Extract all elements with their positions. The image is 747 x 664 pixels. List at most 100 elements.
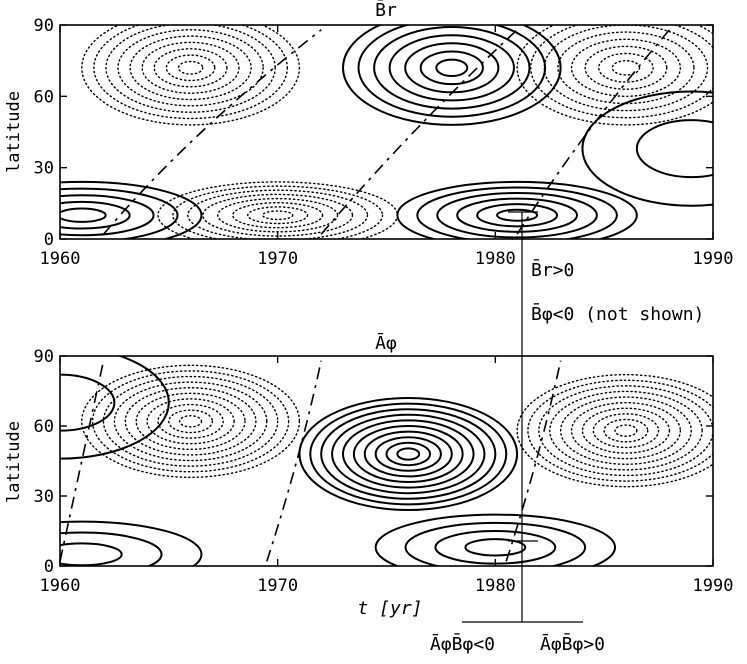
aphi-contour-negative-0-4	[146, 398, 235, 445]
br-contour-negative-3-6	[117, 29, 264, 107]
br-contour-positive-2-2	[476, 203, 558, 228]
br-contour-negative-3-4	[141, 41, 240, 94]
aphi-zero-contour-2	[60, 360, 105, 562]
br-contour-negative-1-3	[232, 202, 324, 229]
aphi-contour-negative-2-3	[592, 413, 660, 449]
br-contour-positive-4-1	[435, 58, 469, 78]
br-x-tick-label: 1980	[475, 249, 516, 269]
br-contour-positive-2-5	[416, 186, 618, 239]
aphi-contour-negative-2-7	[549, 390, 703, 471]
aphi-panel-title: Āφ	[375, 332, 397, 354]
br-panel-title: B̄r	[375, 0, 397, 21]
br-contour-negative-3-8	[93, 25, 288, 120]
aphi-plot-frame	[59, 355, 714, 567]
aphi-contour-negative-0-8	[102, 375, 279, 467]
aphi-y-tick-label: 0	[44, 557, 54, 577]
br-contour-negative-1-2	[247, 206, 309, 225]
br-contour-positive-4-6	[357, 25, 547, 118]
br-x-tick-label: 1990	[693, 249, 734, 269]
br-contour-negative-5-3	[584, 45, 668, 90]
br-zero-contour-0	[102, 29, 322, 235]
br-contour-negative-5-4	[570, 38, 682, 98]
br-contour-positive-0-3	[60, 194, 155, 237]
aphi-axis-ticks: 1960 1970 1980 1990 0 30 60 90	[34, 347, 734, 596]
br-contour-negative-3-2	[165, 54, 216, 82]
br-contour-negative-1-7	[172, 185, 384, 239]
br-contour-negative-3-5	[129, 35, 252, 101]
br-contour-positive-0-4	[60, 187, 179, 239]
br-contour-panel: B̄r latitude 1960 1970 1980 1990 0 30 60 90	[4, 0, 734, 269]
aphi-contour-positive-1-3	[374, 436, 442, 472]
time-axis-label: t [yr]	[357, 598, 422, 619]
aphi-contour-positive-1-7	[331, 413, 486, 495]
br-contour-positive-0-5	[60, 180, 203, 239]
aphi-contour-positive-1-10	[298, 397, 519, 511]
aphi-contour-positive-1-9	[309, 402, 508, 506]
aphi-x-tick-label: 1980	[475, 576, 516, 596]
br-contour-positive-2-4	[436, 192, 598, 239]
aphi-contour-negative-2-10	[516, 373, 713, 488]
product-negative-label: ĀφB̄φ<0	[430, 633, 495, 655]
br-contour-negative-3-7	[105, 25, 276, 113]
br-contour-negative-3-1	[177, 60, 204, 75]
aphi-x-tick-label: 1970	[257, 576, 298, 596]
br-y-tick-label: 0	[44, 230, 54, 250]
br-sign-label: B̄r>0	[531, 259, 574, 281]
annotations: B̄r>0 B̄φ<0 (not shown) ĀφB̄φ<0 ĀφB̄φ>0	[430, 211, 704, 655]
br-contour-negative-3-3	[153, 48, 228, 88]
aphi-contour-positive-1-8	[320, 408, 497, 500]
aphi-contour-positive-1-6	[341, 419, 475, 489]
br-contour-negative-1-4	[217, 197, 339, 233]
aphi-contour-negative-2-1	[614, 424, 638, 437]
product-positive-label: ĀφB̄φ>0	[540, 633, 605, 655]
aphi-contour-positive-1-2	[385, 441, 432, 467]
aphi-contour-positive-3-3	[60, 520, 203, 566]
bphi-sign-label: B̄φ<0 (not shown)	[531, 303, 704, 325]
aphi-contour-negative-2-4	[581, 407, 671, 454]
aphi-contour-negative-0-1	[179, 415, 203, 428]
br-y-axis-label: latitude	[4, 91, 24, 173]
br-contour-positive-4-4	[388, 34, 515, 102]
br-y-tick-label: 90	[34, 16, 54, 36]
br-contour-negative-3-9	[81, 25, 301, 126]
aphi-y-tick-label: 90	[34, 347, 54, 367]
aphi-contour-positive-4-2	[434, 530, 557, 565]
br-contour-positive-0-1	[60, 207, 107, 223]
br-contour-positive-4-2	[419, 50, 484, 86]
br-contour-negative-1-5	[202, 193, 354, 237]
br-x-tick-label: 1970	[257, 249, 298, 269]
aphi-contour-negative-0-9	[91, 370, 290, 473]
br-contour-negative-5-7	[530, 25, 713, 119]
br-axis-ticks: 1960 1970 1980 1990 0 30 60 90	[34, 16, 734, 269]
aphi-contour-positive-4-3	[404, 521, 587, 566]
br-plot-frame	[59, 24, 714, 240]
br-contour-negative-5-1	[611, 60, 641, 76]
aphi-contour-positive-1-1	[396, 447, 421, 461]
aphi-contour-negative-2-8	[538, 385, 713, 477]
aphi-contour-negative-2-6	[559, 396, 692, 465]
aphi-contour-negative-2-9	[527, 379, 713, 482]
br-x-tick-label: 1960	[40, 249, 81, 269]
aphi-contour-negative-0-3	[157, 403, 224, 439]
aphi-y-axis-label: latitude	[4, 421, 24, 503]
br-contour-positive-4-7	[342, 25, 562, 126]
aphi-x-tick-label: 1990	[693, 576, 734, 596]
br-y-tick-label: 60	[34, 87, 54, 107]
aphi-contour-negative-0-6	[124, 387, 257, 456]
aphi-zero-contour-0	[266, 360, 322, 562]
aphi-contour-positive-1-4	[363, 430, 453, 478]
aphi-contour-positive-4-4	[374, 513, 616, 566]
br-zero-contour-2	[516, 29, 671, 235]
br-contour-positive-2-3	[456, 197, 578, 233]
aphi-contour-negative-0-10	[81, 364, 301, 479]
br-contour-negative-1-6	[187, 189, 369, 239]
aphi-contour-negative-2-2	[603, 418, 649, 443]
br-contour-positive-0-2	[60, 200, 131, 230]
br-contours	[60, 25, 713, 239]
aphi-contour-positive-3-2	[60, 531, 163, 566]
br-contour-positive-4-5	[373, 26, 531, 110]
aphi-contour-positive-5-1	[60, 373, 116, 432]
br-contour-negative-5-8	[516, 25, 713, 126]
br-contour-positive-2-1	[496, 208, 539, 222]
